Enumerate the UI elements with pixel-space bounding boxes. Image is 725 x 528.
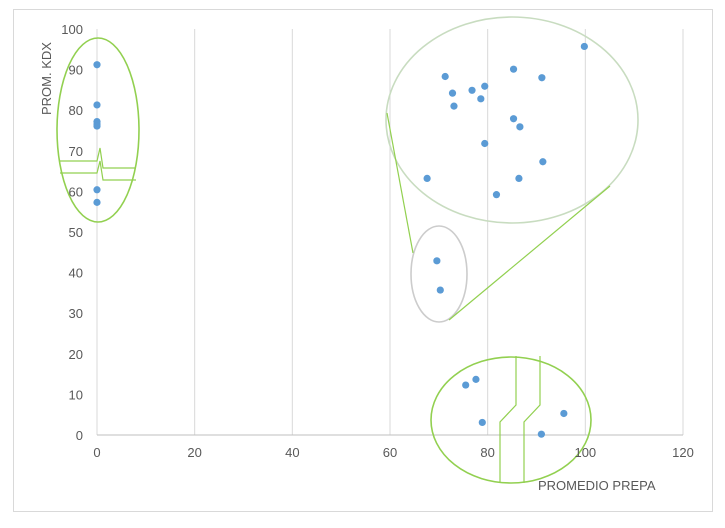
data-point (538, 74, 546, 82)
x-tick-label: 100 (574, 445, 596, 460)
annotation-shapes (56, 16, 639, 484)
x-tick-label: 60 (383, 445, 397, 460)
data-point (423, 174, 431, 183)
data-point (516, 123, 524, 131)
data-point (477, 95, 485, 103)
y-tick-label: 90 (69, 63, 83, 78)
data-point (472, 375, 480, 383)
data-point (478, 418, 486, 427)
data-point (481, 139, 489, 148)
x-tick-label: 80 (480, 445, 494, 460)
callout-zigzag (60, 147, 136, 169)
chart-frame (13, 9, 713, 512)
x-axis-title: PROMEDIO PREPA (538, 478, 656, 493)
data-point (450, 102, 458, 110)
data-point (93, 186, 101, 194)
callout-line (448, 185, 611, 321)
y-tick-label: 70 (69, 144, 83, 159)
data-point (515, 174, 523, 183)
callout-zigzag (523, 356, 541, 483)
highlight-ellipse-left (56, 37, 140, 223)
x-tick-labels: 0 20 40 60 80 100 120 (93, 445, 693, 460)
y-tick-labels: 0 10 20 30 40 50 60 70 80 90 100 (61, 22, 83, 443)
y-tick-label: 20 (69, 347, 83, 362)
highlight-ellipse-top (385, 16, 639, 224)
y-tick-label: 40 (69, 266, 83, 281)
gridlines (96, 29, 684, 436)
highlight-ellipse-bottom (430, 356, 592, 484)
data-point (560, 409, 568, 418)
data-point (509, 65, 518, 73)
data-point (580, 42, 588, 51)
data-point (537, 430, 545, 438)
x-tick-label: 20 (187, 445, 201, 460)
callout-line (386, 112, 414, 254)
x-tick-label: 40 (285, 445, 299, 460)
data-point (481, 82, 489, 90)
data-point (492, 191, 501, 199)
data-point (441, 72, 449, 81)
y-tick-label: 50 (69, 225, 83, 240)
data-points (93, 42, 588, 438)
data-point (509, 115, 518, 123)
y-tick-label: 10 (69, 387, 83, 402)
y-tick-label: 100 (61, 22, 83, 37)
data-point (448, 89, 457, 97)
y-tick-label: 30 (69, 306, 83, 321)
data-point (433, 257, 441, 265)
highlight-ellipse-middle (410, 225, 468, 323)
data-point (93, 61, 101, 69)
x-tick-label: 0 (93, 445, 100, 460)
data-point (468, 86, 476, 94)
data-point (93, 101, 101, 109)
y-tick-label: 0 (76, 428, 83, 443)
y-tick-label: 60 (69, 184, 83, 199)
data-point (93, 122, 101, 130)
callout-zigzag (60, 160, 136, 181)
y-axis-title: PROM. KDX (39, 42, 54, 115)
x-tick-label: 120 (672, 445, 694, 460)
data-point (539, 158, 547, 166)
callout-zigzag (499, 356, 517, 483)
data-point (436, 286, 444, 294)
y-tick-label: 80 (69, 103, 83, 118)
data-point (462, 381, 470, 389)
data-point (93, 198, 101, 206)
